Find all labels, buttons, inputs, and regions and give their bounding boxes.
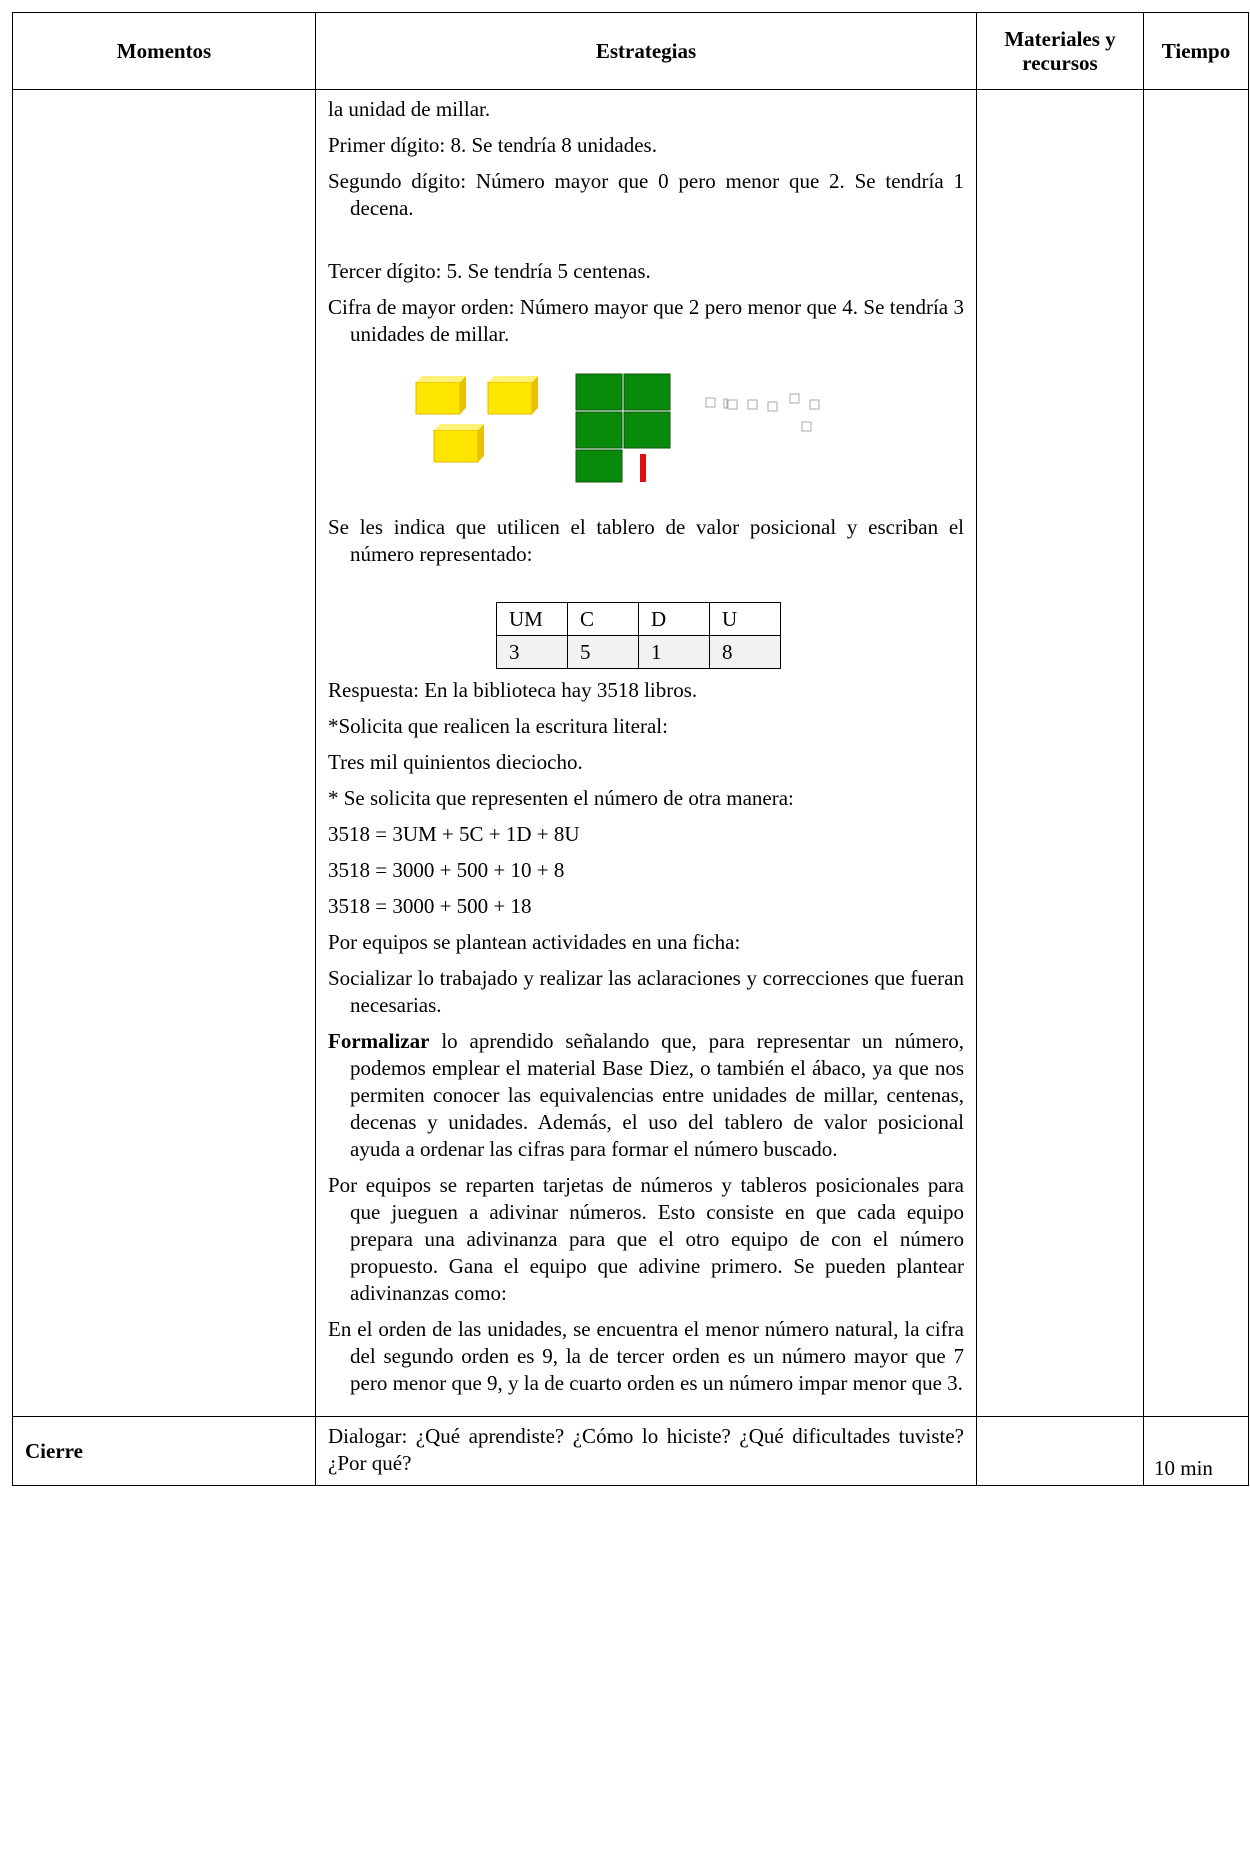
paragraph: Por equipos se reparten tarjetas de núme… — [328, 1173, 964, 1305]
paragraph: Socializar lo trabajado y realizar las a… — [328, 966, 964, 1017]
unit-cubes — [705, 393, 820, 432]
place-value-cell: D — [638, 602, 710, 636]
place-value-table: UM C D U 3 5 1 8 — [496, 602, 781, 669]
place-value-cell: 3 — [496, 635, 568, 669]
ten-rod — [640, 454, 646, 482]
paragraph: Primer dígito: 8. Se tendría 8 unidades. — [328, 133, 657, 157]
tiempo-cell: 10 min — [1143, 1416, 1249, 1486]
momento-cell: Cierre — [12, 1416, 316, 1486]
tiempo-cell — [1143, 89, 1249, 1417]
paragraph: 3518 = 3UM + 5C + 1D + 8U — [328, 822, 580, 846]
lesson-table: Momentos Estrategias Materiales y recurs… — [12, 12, 1249, 1486]
paragraph: Por equipos se plantean actividades en u… — [328, 930, 741, 954]
paragraph: la unidad de millar. — [328, 97, 491, 121]
place-value-cell: U — [709, 602, 781, 636]
place-value-row: UM C D U — [496, 602, 781, 636]
place-value-cell: 5 — [567, 635, 639, 669]
materiales-cell — [976, 89, 1144, 1417]
header-row: Momentos Estrategias Materiales y recurs… — [12, 12, 1249, 90]
hundred-flats — [575, 373, 671, 483]
paragraph: * Se solicita que representen el número … — [328, 786, 794, 810]
paragraph: 3518 = 3000 + 500 + 10 + 8 — [328, 858, 565, 882]
materiales-cell — [976, 1416, 1144, 1486]
header-cell: Estrategias — [315, 12, 977, 90]
paragraph: Segundo dígito: Número mayor que 0 pero … — [328, 169, 964, 220]
header-cell: Tiempo — [1143, 12, 1249, 90]
momento-cell — [12, 89, 316, 1417]
header-cell: Materiales y recursos — [976, 12, 1144, 90]
estrategias-cell: Dialogar: ¿Qué aprendiste? ¿Cómo lo hici… — [315, 1416, 977, 1486]
paragraph: En el orden de las unidades, se encuentr… — [328, 1317, 964, 1395]
paragraph: Formalizar lo aprendido señalando que, p… — [328, 1028, 964, 1163]
body-row: la unidad de millar. Primer dígito: 8. Se… — [12, 89, 1249, 1417]
estrategias-cell: la unidad de millar. Primer dígito: 8. Se… — [315, 89, 977, 1417]
paragraph: Cifra de mayor orden: Número mayor que 2… — [328, 295, 964, 346]
place-value-cell: 8 — [709, 635, 781, 669]
paragraph: Se les indica que utilicen el tablero de… — [328, 515, 964, 566]
paragraph: 3518 = 3000 + 500 + 18 — [328, 894, 532, 918]
place-value-cell: C — [567, 602, 639, 636]
bold-text: Formalizar — [328, 1029, 430, 1053]
body-row: Cierre Dialogar: ¿Qué aprendiste? ¿Cómo … — [12, 1416, 1249, 1486]
header-cell: Momentos — [12, 12, 316, 90]
paragraph: Respuesta: En la biblioteca hay 3518 lib… — [328, 678, 698, 702]
paragraph: *Solicita que realicen la escritura lite… — [328, 714, 668, 738]
place-value-cell: UM — [496, 602, 568, 636]
paragraph: Tercer dígito: 5. Se tendría 5 centenas. — [328, 259, 651, 283]
paragraph: Tres mil quinientos dieciocho. — [328, 750, 583, 774]
place-value-cell: 1 — [638, 635, 710, 669]
thousand-cubes — [415, 376, 538, 463]
base-ten-blocks-figure — [415, 373, 820, 483]
paragraph-text: lo aprendido señalando que, para represe… — [350, 1029, 965, 1161]
